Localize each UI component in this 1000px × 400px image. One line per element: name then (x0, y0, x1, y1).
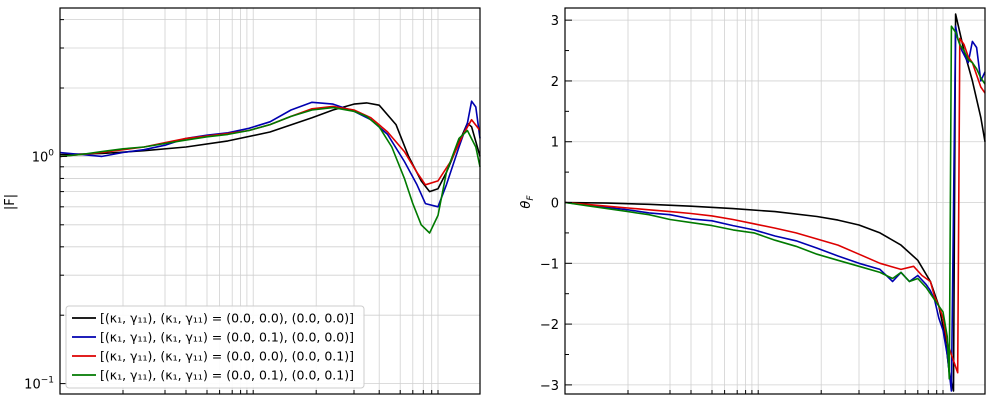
legend-box (65, 305, 365, 389)
legend-label: [(κ₁, γ₁₁), (κ₁, γ₁₁) = (0.0, 0.0), (0.0… (100, 311, 354, 326)
y-axis-label-left: |F| (3, 194, 18, 210)
plot-area-right (565, 8, 985, 394)
axes-frame-left (59, 7, 481, 395)
y-tick-label: 1 (551, 136, 559, 151)
y-axis-label-right: θF (519, 195, 536, 209)
series-line (59, 106, 481, 234)
grid-right (565, 8, 985, 394)
y-tick-label: 0 (551, 197, 559, 212)
series-line (564, 37, 986, 374)
legend-label: [(κ₁, γ₁₁), (κ₁, γ₁₁) = (0.0, 0.0), (0.0… (100, 349, 354, 364)
magnitude-plot: 10−1 100 |F| [(κ₁, γ₁₁), (κ₁, γ₁₁) = (0.0… (3, 7, 481, 395)
series-line (564, 13, 986, 392)
y-tick-label: 10−1 (24, 376, 54, 393)
legend-label: [(κ₁, γ₁₁), (κ₁, γ₁₁) = (0.0, 0.1), (0.0… (100, 330, 354, 345)
y-tick-label: 3 (551, 14, 559, 29)
legend-label: [(κ₁, γ₁₁), (κ₁, γ₁₁) = (0.0, 0.1), (0.0… (100, 368, 354, 383)
phase-plot: −3 −2 −1 0 1 2 3 θF (519, 7, 986, 395)
series-line (59, 100, 481, 208)
series-lines-right (564, 13, 986, 392)
y-tick-label: −1 (540, 257, 559, 272)
ticks-left: 10−1 100 (24, 19, 439, 394)
y-tick-label: −2 (540, 318, 559, 333)
y-tick-label: −3 (540, 379, 559, 394)
legend: [(κ₁, γ₁₁), (κ₁, γ₁₁) = (0.0, 0.0), (0.0… (65, 305, 365, 389)
series-line (564, 25, 986, 380)
series-lines-left (59, 100, 481, 234)
ticks-right: −3 −2 −1 0 1 2 3 (540, 14, 944, 394)
axes-frame-right (564, 7, 986, 395)
y-tick-label: 2 (551, 75, 559, 90)
y-tick-label: 100 (32, 148, 55, 165)
